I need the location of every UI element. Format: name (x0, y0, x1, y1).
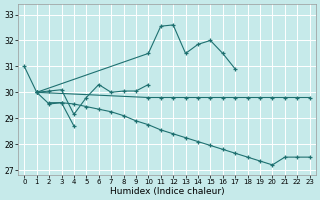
X-axis label: Humidex (Indice chaleur): Humidex (Indice chaleur) (110, 187, 224, 196)
